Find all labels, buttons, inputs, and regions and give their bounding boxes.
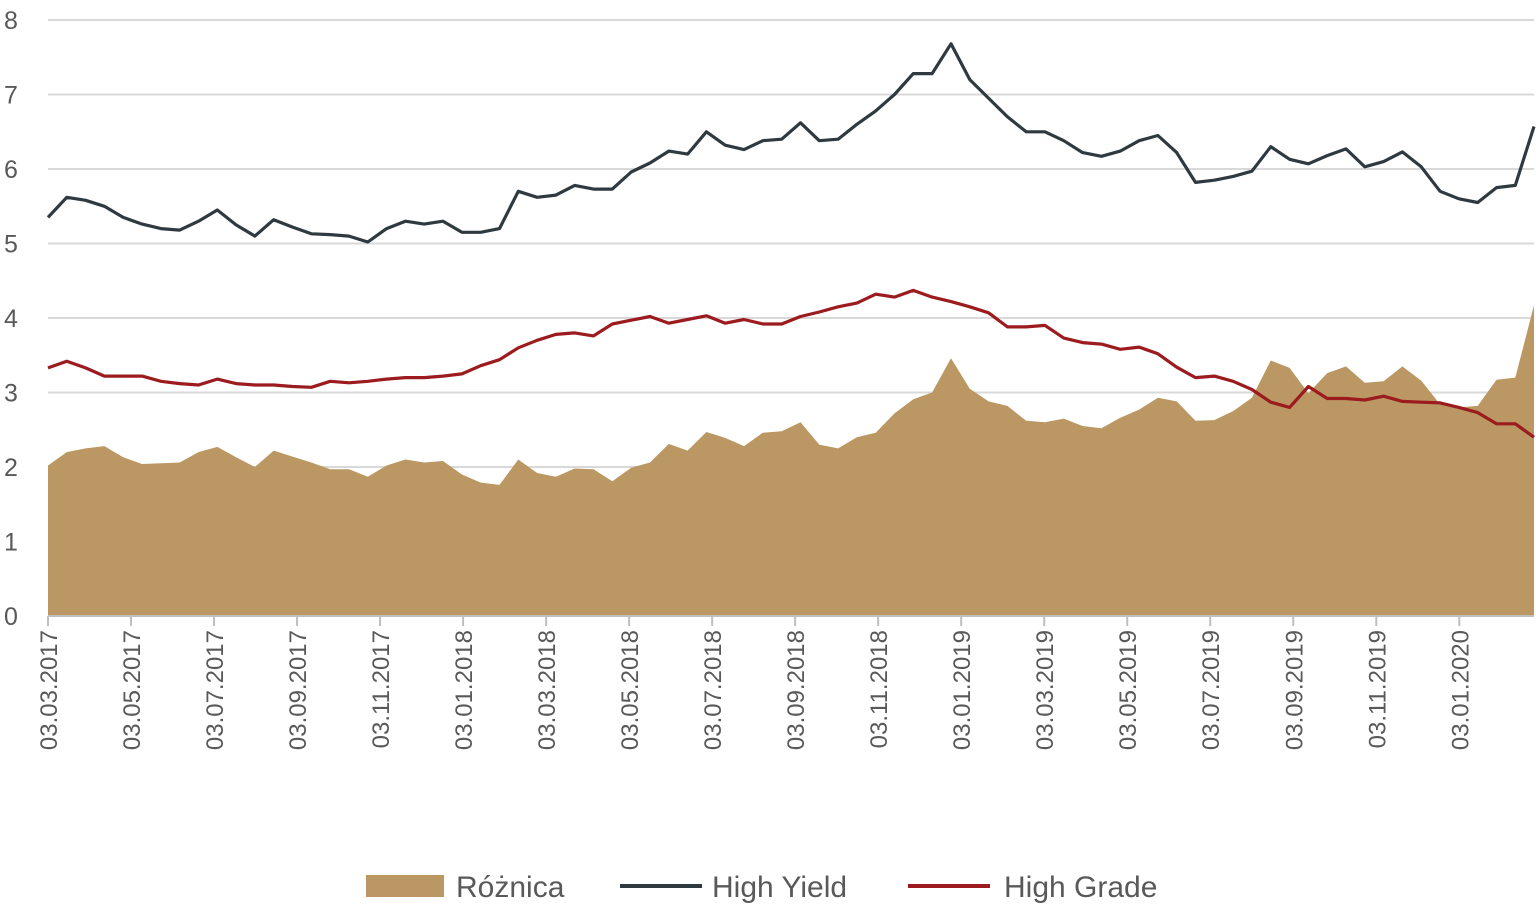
y-tick-label: 8 <box>4 7 18 35</box>
x-tick-label: 03.03.2018 <box>534 630 561 750</box>
x-tick-label: 03.11.2017 <box>368 630 395 748</box>
y-tick-label: 5 <box>4 231 18 259</box>
x-tick-label: 03.01.2020 <box>1447 630 1474 750</box>
y-tick-label: 3 <box>4 380 18 408</box>
x-tick-label: 03.01.2018 <box>451 630 478 750</box>
legend-swatch-area <box>366 875 444 897</box>
legend-label: High Yield <box>712 871 847 904</box>
x-tick-label: 03.07.2018 <box>700 630 727 750</box>
x-tick-label: 03.11.2018 <box>866 630 893 748</box>
y-tick-label: 6 <box>4 156 18 184</box>
x-tick-label: 03.07.2017 <box>202 630 229 750</box>
y-axis: 0 1 2 3 4 5 6 7 8 <box>4 7 18 631</box>
x-tick-label: 03.03.2019 <box>1032 630 1059 750</box>
x-tick-label: 03.03.2017 <box>36 630 63 750</box>
y-tick-label: 4 <box>4 305 18 333</box>
legend: Różnica High Yield High Grade <box>366 871 1157 904</box>
x-tick-label: 03.11.2019 <box>1364 630 1391 748</box>
x-axis: 03.03.2017 03.05.2017 03.07.2017 03.09.2017… <box>36 615 1534 750</box>
x-tick-label: 03.05.2017 <box>119 630 146 750</box>
series-area-r-nica <box>48 305 1534 616</box>
y-tick-label: 1 <box>4 529 18 557</box>
x-tick-label: 03.09.2018 <box>783 630 810 750</box>
x-tick-label: 03.05.2018 <box>617 630 644 750</box>
y-tick-label: 2 <box>4 454 18 482</box>
x-tick-label: 03.09.2017 <box>285 630 312 750</box>
y-tick-label: 7 <box>4 82 18 110</box>
plot-area <box>46 42 1536 616</box>
series-line-high-yield <box>46 42 1536 244</box>
x-tick-label: 03.01.2019 <box>949 630 976 750</box>
x-tick-label: 03.09.2019 <box>1281 630 1308 750</box>
legend-label: High Grade <box>1004 871 1157 904</box>
series-line-high-grade <box>47 288 1535 439</box>
legend-label: Różnica <box>456 871 565 904</box>
x-tick-label: 03.07.2019 <box>1198 630 1225 750</box>
x-tick-label: 03.05.2019 <box>1115 630 1142 750</box>
y-tick-label: 0 <box>4 603 18 631</box>
